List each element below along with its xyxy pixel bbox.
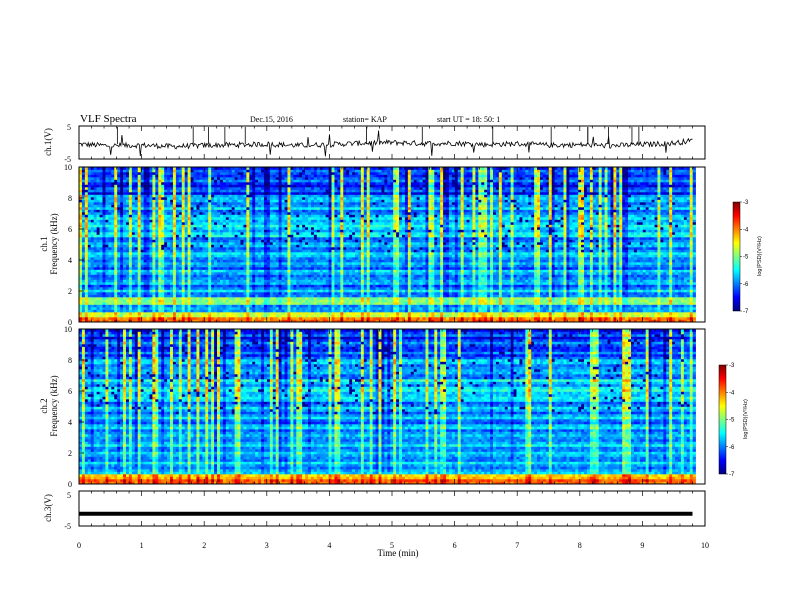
ch2-spectrogram-colorbar-tick-label: -4 bbox=[729, 390, 735, 396]
ch2-spectrogram-ytick-label: 2 bbox=[68, 449, 72, 458]
figure-title: VLF Spectra bbox=[80, 113, 137, 125]
time-tick-label: 10 bbox=[701, 541, 709, 550]
ch1-spectrogram-channel-label: ch.1 bbox=[39, 236, 49, 251]
ch2-spectrogram-ylabel: Frequency (kHz) bbox=[49, 375, 59, 436]
ch1-spectrogram-image bbox=[79, 167, 696, 322]
time-tick-label: 6 bbox=[453, 541, 457, 550]
ch1-colorbar-gradient bbox=[733, 202, 740, 311]
ch1-spectrogram-ytick-label: 10 bbox=[64, 163, 72, 172]
time-tick-label: 3 bbox=[265, 541, 269, 550]
time-tick-label: 7 bbox=[515, 541, 519, 550]
time-tick-label: 1 bbox=[140, 541, 144, 550]
start-time-label: start UT = 18: 50: 1 bbox=[437, 115, 500, 124]
ch1-spectrogram-ytick-label: 4 bbox=[68, 256, 72, 265]
ch3-waveform-panel: 5 -5 ch.3(V) bbox=[43, 491, 705, 531]
ch2-spectrogram-ytick-label: 10 bbox=[64, 325, 72, 334]
ch1-spectrogram-ylabel: Frequency (kHz) bbox=[49, 213, 59, 274]
ch2-spectrogram-image bbox=[79, 329, 696, 484]
time-tick-label: 0 bbox=[77, 541, 81, 550]
time-tick-label: 8 bbox=[578, 541, 582, 550]
ch2-spectrogram-channel-label: ch.2 bbox=[39, 398, 49, 413]
time-tick-label: 2 bbox=[202, 541, 206, 550]
ch2-spectrogram-colorbar-tick-label: -5 bbox=[729, 418, 735, 424]
ch1-spectrogram-colorbar-tick-label: -5 bbox=[743, 255, 749, 261]
ch1-spectrogram-colorbar-tick-label: -4 bbox=[743, 227, 749, 233]
ch1-spectrogram-colorbar-tick-label: -7 bbox=[743, 309, 749, 315]
ch2-spectrogram-colorbar-tick-label: -3 bbox=[729, 363, 735, 369]
ch2-spectrogram-ytick-label: 4 bbox=[68, 418, 72, 427]
ch1-waveform-ylabel: ch.1(V) bbox=[43, 128, 53, 156]
time-tick-label: 9 bbox=[640, 541, 644, 550]
ch3-waveform-frame bbox=[79, 491, 705, 526]
ch2-spectrogram-panel: 0 2 4 6 8 10 ch.2 Frequency (kHz) -3 -4 -5 -6 -7 … bbox=[39, 325, 749, 489]
ch3-ytick-bottom: -5 bbox=[64, 522, 71, 531]
ch1-spectrogram-ytick-label: 8 bbox=[68, 194, 72, 203]
ch1-ytick-top: 5 bbox=[67, 123, 71, 132]
ch1-spectrogram-colorbar-tick-label: -6 bbox=[743, 282, 749, 288]
ch2-colorbar: -3 -4 -5 -6 -7 log(PSD)(V²/Hz) bbox=[719, 363, 749, 478]
ch2-spectrogram-ytick-label: 8 bbox=[68, 356, 72, 365]
ch2-colorbar-gradient bbox=[719, 365, 726, 474]
ch2-spectrogram-colorbar-tick-label: -7 bbox=[729, 472, 735, 478]
ch1-colorbar-label: log(PSD)(V²/Hz) bbox=[757, 236, 763, 276]
ch3-ytick-top: 5 bbox=[67, 491, 71, 500]
ch1-spectrogram-ytick-label: 2 bbox=[68, 287, 72, 296]
time-tick-label: 4 bbox=[327, 541, 331, 550]
station-label: station= KAP bbox=[343, 115, 387, 124]
ch2-spectrogram-ytick-label: 6 bbox=[68, 387, 72, 396]
ch2-spectrogram-ytick-label: 0 bbox=[68, 480, 72, 489]
ch2-spectrogram-colorbar-tick-label: -6 bbox=[729, 445, 735, 451]
ch1-waveform-panel: 5 -5 ch.1(V) bbox=[43, 123, 705, 164]
date-label: Dec.15, 2016 bbox=[250, 115, 293, 124]
ch1-spectrogram-colorbar-tick-label: -3 bbox=[743, 200, 749, 206]
ch1-spectrogram-ytick-label: 6 bbox=[68, 225, 72, 234]
ch1-colorbar: -3 -4 -5 -6 -7 log(PSD)(V²/Hz) bbox=[733, 200, 763, 315]
ch3-waveform-ylabel: ch.3(V) bbox=[43, 494, 53, 522]
ch2-colorbar-label: log(PSD)(V²/Hz) bbox=[743, 399, 749, 439]
time-axis-label: Time (min) bbox=[378, 548, 419, 558]
